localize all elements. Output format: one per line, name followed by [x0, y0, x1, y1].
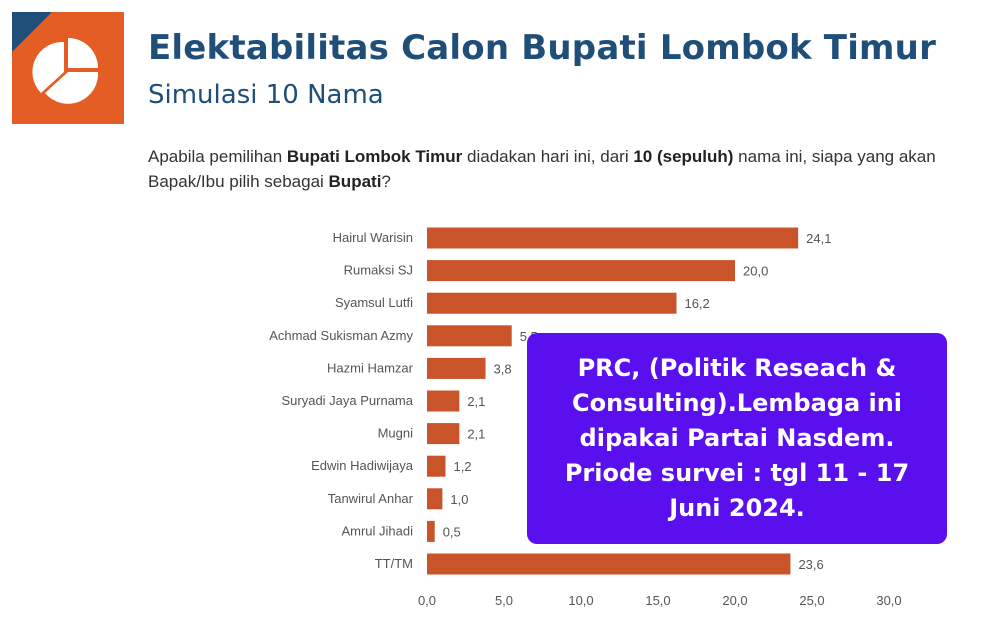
category-label: Syamsul Lutfi: [335, 295, 413, 310]
bar: [427, 520, 435, 542]
value-label: 23,6: [798, 557, 823, 572]
bar: [427, 455, 446, 477]
category-label: Hazmi Hamzar: [327, 360, 414, 375]
x-tick-label: 10,0: [568, 593, 593, 608]
category-label: Hairul Warisin: [333, 230, 413, 245]
x-tick-label: 20,0: [722, 593, 747, 608]
pie-chart-icon: [32, 38, 99, 104]
bar: [427, 423, 460, 445]
bar: [427, 292, 677, 314]
bar: [427, 553, 791, 575]
value-label: 3,8: [494, 361, 512, 376]
category-label: Suryadi Jaya Purnama: [281, 393, 413, 408]
x-tick-label: 25,0: [799, 593, 824, 608]
x-tick-label: 15,0: [645, 593, 670, 608]
bar: [427, 488, 443, 510]
value-label: 2,1: [467, 394, 485, 409]
bar: [427, 227, 799, 249]
category-label: Achmad Sukisman Azmy: [269, 328, 413, 343]
category-label: Amrul Jihadi: [341, 523, 413, 538]
chart-subtitle: Simulasi 10 Nama: [148, 80, 384, 110]
x-tick-label: 5,0: [495, 593, 513, 608]
chart-title: Elektabilitas Calon Bupati Lombok Timur: [148, 28, 937, 68]
category-label: Edwin Hadiwijaya: [311, 458, 414, 473]
x-tick-label: 30,0: [876, 593, 901, 608]
logo: [12, 12, 124, 124]
category-label: Rumaksi SJ: [344, 263, 413, 278]
bar: [427, 260, 735, 282]
info-overlay: PRC, (Politik Reseach & Consulting).Lemb…: [527, 333, 947, 544]
value-label: 1,0: [450, 492, 468, 507]
category-label: TT/TM: [375, 556, 413, 571]
survey-question: Apabila pemilihan Bupati Lombok Timur di…: [148, 147, 936, 191]
bar: [427, 357, 486, 379]
value-label: 1,2: [453, 459, 471, 474]
bar: [427, 390, 460, 412]
category-label: Tanwirul Anhar: [328, 491, 414, 506]
value-label: 2,1: [467, 427, 485, 442]
value-label: 16,2: [684, 296, 709, 311]
category-label: Mugni: [378, 426, 414, 441]
overlay-text: PRC, (Politik Reseach & Consulting).Lemb…: [564, 354, 910, 522]
value-label: 0,5: [443, 524, 461, 539]
value-label: 20,0: [743, 264, 768, 279]
x-tick-label: 0,0: [418, 593, 436, 608]
value-label: 24,1: [806, 231, 831, 246]
bar: [427, 325, 512, 347]
